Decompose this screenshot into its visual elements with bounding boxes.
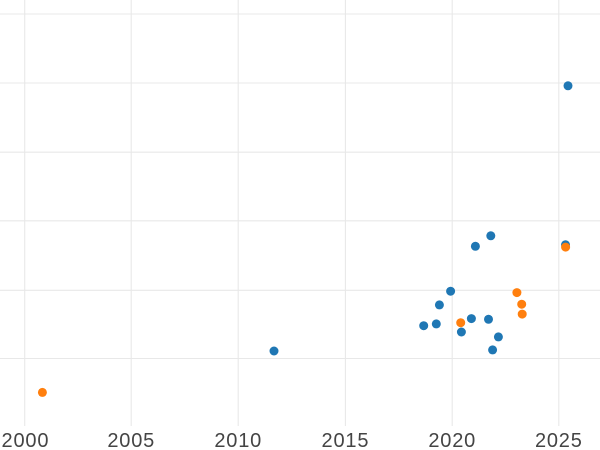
svg-text:2015: 2015	[322, 430, 370, 450]
svg-text:2000: 2000	[2, 430, 50, 450]
svg-text:2020: 2020	[428, 430, 476, 450]
svg-text:2010: 2010	[214, 430, 262, 450]
svg-text:2025: 2025	[535, 430, 583, 450]
svg-text:2005: 2005	[107, 430, 155, 450]
